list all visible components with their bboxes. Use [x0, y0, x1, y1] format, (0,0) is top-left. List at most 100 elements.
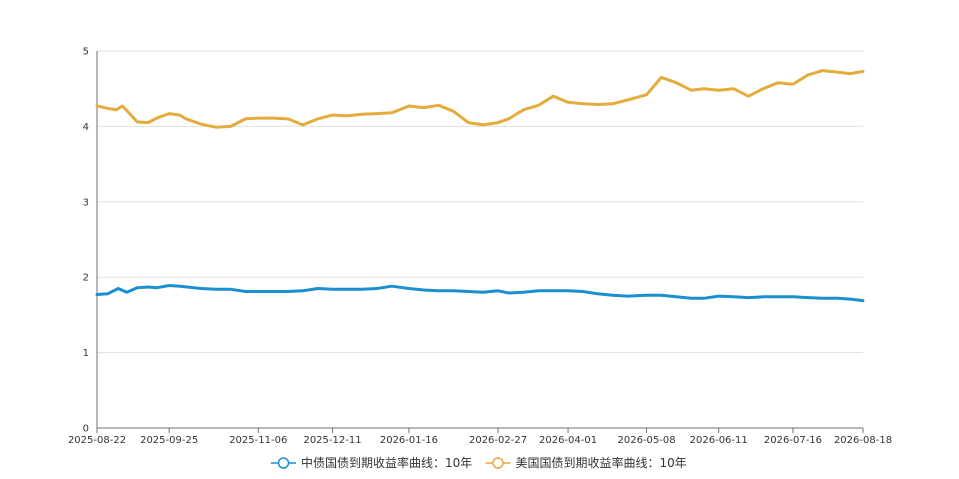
data-point [551, 94, 555, 98]
data-point [659, 293, 663, 297]
legend-marker-icon [492, 457, 504, 469]
x-tick-label: 2026-06-11 [690, 435, 748, 446]
data-point [229, 124, 233, 128]
data-point [806, 73, 810, 77]
data-point [167, 111, 171, 115]
data-point [167, 283, 171, 287]
data-point [422, 105, 426, 109]
x-tick-label: 2025-09-25 [140, 435, 198, 446]
series-1 [95, 69, 865, 129]
data-point [746, 94, 750, 98]
data-point [566, 289, 570, 293]
data-point [375, 286, 379, 290]
legend-item[interactable]: 中债国债到期收益率曲线：10年 [271, 455, 472, 470]
x-tick-label: 2026-05-08 [618, 435, 676, 446]
data-point [506, 291, 510, 295]
data-point [521, 108, 525, 112]
x-tick-label: 2026-01-16 [380, 435, 438, 446]
data-point [451, 289, 455, 293]
data-point [345, 287, 349, 291]
data-point [610, 293, 614, 297]
data-point [581, 102, 585, 106]
y-tick-label: 4 [83, 122, 89, 133]
y-tick-label: 1 [83, 348, 89, 359]
data-point [702, 87, 706, 91]
series-lines [95, 69, 865, 303]
data-point [116, 286, 120, 290]
x-tick-label: 2025-08-22 [68, 435, 126, 446]
data-point [114, 108, 118, 112]
legend[interactable]: 中债国债到期收益率曲线：10年 美国国债到期收益率曲线：10年 [271, 455, 687, 470]
data-point [791, 295, 795, 299]
data-point [566, 100, 570, 104]
data-point [717, 88, 721, 92]
data-point [481, 290, 485, 294]
data-point [821, 296, 825, 300]
y-tick-label: 2 [83, 273, 89, 284]
data-point [345, 114, 349, 118]
data-point [95, 104, 99, 108]
data-point [256, 116, 260, 120]
data-point [466, 120, 470, 124]
data-point [156, 115, 160, 119]
y-tick-label: 5 [83, 47, 89, 58]
data-point [625, 294, 629, 298]
legend-label: 美国国债到期收益率曲线：10年 [516, 455, 687, 470]
data-point [135, 120, 139, 124]
data-point [717, 294, 721, 298]
data-point [146, 120, 150, 124]
data-point [214, 125, 218, 129]
data-point [390, 111, 394, 115]
x-tick-label: 2026-04-01 [539, 435, 597, 446]
data-point [731, 87, 735, 91]
data-point [271, 289, 275, 293]
data-point [105, 106, 109, 110]
data-point [835, 70, 839, 74]
data-point [390, 284, 394, 288]
data-point [229, 287, 233, 291]
data-point [330, 287, 334, 291]
data-point [596, 292, 600, 296]
data-point [120, 104, 124, 108]
data-point [536, 103, 540, 107]
x-tick-label: 2026-02-27 [469, 435, 527, 446]
data-point [674, 295, 678, 299]
data-point [436, 289, 440, 293]
x-tick-label: 2025-12-11 [303, 435, 361, 446]
data-point [375, 111, 379, 115]
data-point [146, 285, 150, 289]
series-line [95, 69, 865, 129]
data-point [301, 123, 305, 127]
data-point [506, 117, 510, 121]
legend-label: 中债国债到期收益率曲线：10年 [301, 455, 472, 470]
data-point [199, 286, 203, 290]
axes: 0 1 2 3 4 5 2025-08-22 2025-09-25 2025-11-06 2025… [68, 47, 892, 447]
data-point [861, 69, 865, 73]
data-point [286, 289, 290, 293]
data-point [791, 82, 795, 86]
data-point [806, 295, 810, 299]
data-point [746, 295, 750, 299]
data-point [330, 113, 334, 117]
data-point [436, 103, 440, 107]
data-point [689, 296, 693, 300]
data-point [360, 287, 364, 291]
data-point [644, 293, 648, 297]
data-point [551, 289, 555, 293]
x-tick-label: 2025-11-06 [229, 435, 287, 446]
data-point [702, 296, 706, 300]
data-point [848, 297, 852, 301]
data-point [496, 289, 500, 293]
data-point [154, 286, 158, 290]
data-point [316, 286, 320, 290]
data-point [581, 289, 585, 293]
data-point [625, 98, 629, 102]
data-point [731, 295, 735, 299]
legend-item[interactable]: 美国国债到期收益率曲线：10年 [485, 455, 687, 470]
data-point [178, 284, 182, 288]
data-point [848, 71, 852, 75]
data-point [521, 290, 525, 294]
series-0 [95, 283, 865, 303]
